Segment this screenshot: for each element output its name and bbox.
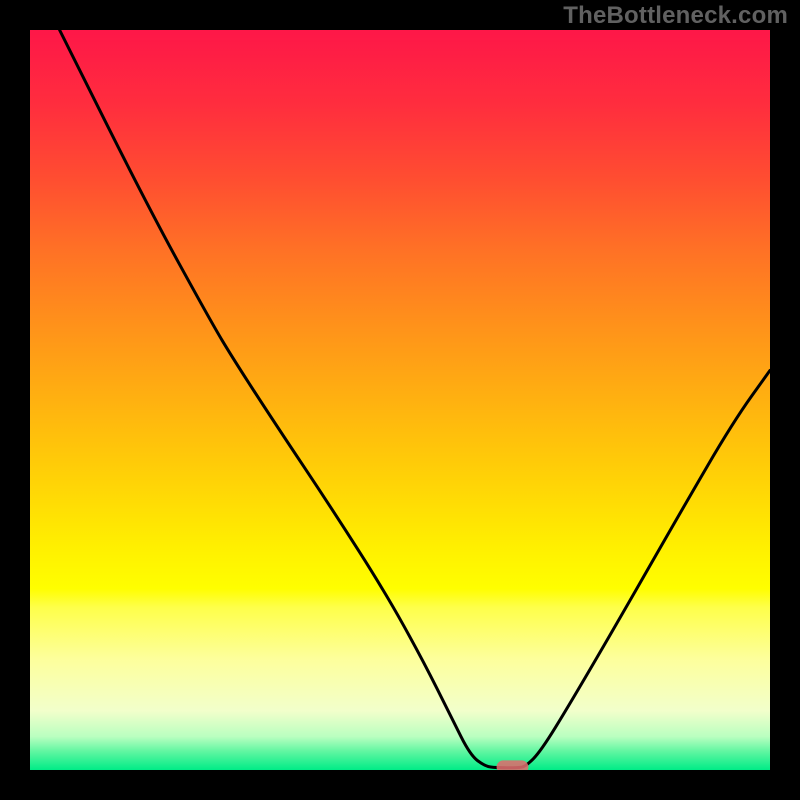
- plot-background: [30, 30, 770, 770]
- bottleneck-chart: [0, 0, 800, 800]
- watermark-text: TheBottleneck.com: [563, 2, 788, 30]
